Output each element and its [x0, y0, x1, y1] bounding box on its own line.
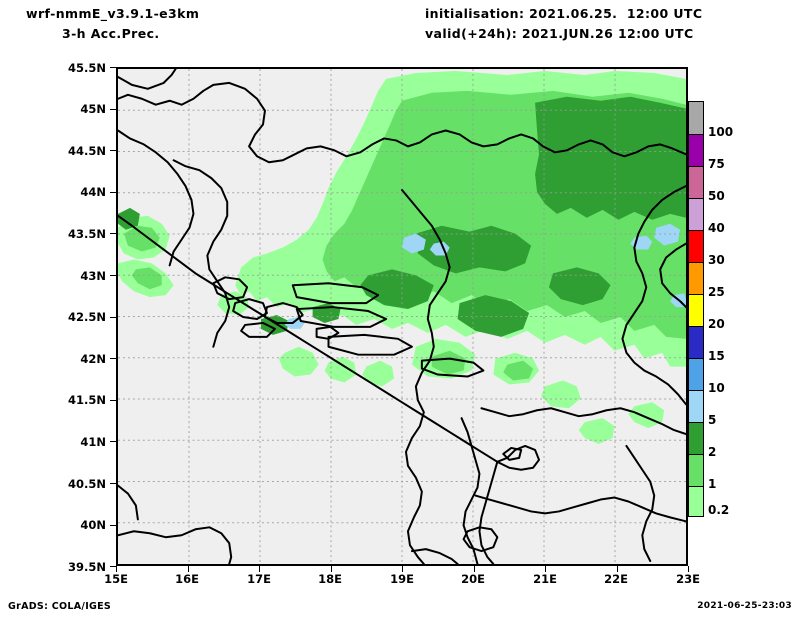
x-tick-label-19E: 19E: [390, 572, 414, 586]
cbar-seg-10-15: [689, 358, 703, 390]
cbar-seg-50-75: [689, 166, 703, 198]
initialisation-time: initialisation: 2021.06.25. 12:00 UTC: [425, 6, 703, 21]
coastline-and-borders: [118, 69, 686, 564]
x-tick-label-20E: 20E: [461, 572, 485, 586]
cbar-label-0.2: 0.2: [708, 503, 730, 517]
cbar-seg-2-5: [689, 422, 703, 454]
model-title: wrf-nmmE_v3.9.1-e3km: [26, 6, 200, 21]
x-tick-label-16E: 16E: [175, 572, 199, 586]
precip-band-2-5: [118, 96, 686, 337]
y-tick-label-44N: 44N: [80, 185, 106, 199]
cbar-label-40: 40: [708, 221, 725, 235]
y-tick-label-44.5N: 44.5N: [68, 144, 106, 158]
cbar-label-5: 5: [708, 413, 717, 427]
x-tick-label-21E: 21E: [533, 572, 557, 586]
y-tick-label-43N: 43N: [80, 269, 106, 283]
cbar-seg-0.2-1: [689, 486, 703, 516]
cbar-label-10: 10: [708, 381, 725, 395]
cbar-label-75: 75: [708, 157, 725, 171]
x-tick-label-23E: 23E: [676, 572, 700, 586]
cbar-label-15: 15: [708, 349, 725, 363]
y-tick-label-40.5N: 40.5N: [68, 477, 106, 491]
y-tick-label-41N: 41N: [80, 435, 106, 449]
y-tick-label-45.5N: 45.5N: [68, 61, 106, 75]
field-title: 3-h Acc.Prec.: [62, 26, 160, 41]
precipitation-colorbar: [688, 101, 704, 517]
cbar-seg-gt100: [689, 102, 703, 134]
y-tick-label-45N: 45N: [80, 102, 106, 116]
y-tick-label-41.5N: 41.5N: [68, 393, 106, 407]
render-timestamp: 2021-06-25-23:03: [697, 601, 792, 611]
precipitation-map: [118, 69, 686, 564]
y-tick-label-39.5N: 39.5N: [68, 560, 106, 574]
cbar-label-2: 2: [708, 445, 717, 459]
y-tick-label-40N: 40N: [80, 518, 106, 532]
valid-time: valid(+24h): 2021.JUN.26 12:00 UTC: [425, 26, 694, 41]
x-tick-label-22E: 22E: [604, 572, 628, 586]
y-tick-label-43.5N: 43.5N: [68, 227, 106, 241]
cbar-seg-5-10: [689, 390, 703, 422]
cbar-label-30: 30: [708, 253, 725, 267]
cbar-label-50: 50: [708, 189, 725, 203]
cbar-seg-40-50: [689, 198, 703, 230]
cbar-seg-30-40: [689, 230, 703, 262]
y-tick-label-42N: 42N: [80, 352, 106, 366]
cbar-label-20: 20: [708, 317, 725, 331]
cbar-seg-1-2: [689, 454, 703, 486]
grid-lines: [118, 69, 686, 564]
cbar-label-1: 1: [708, 477, 717, 491]
cbar-label-25: 25: [708, 285, 725, 299]
cbar-seg-20-25: [689, 294, 703, 326]
x-tick-label-17E: 17E: [247, 572, 271, 586]
map-plot-area: [116, 67, 688, 566]
cbar-seg-25-30: [689, 262, 703, 294]
y-tick-label-42.5N: 42.5N: [68, 310, 106, 324]
x-tick-label-18E: 18E: [318, 572, 342, 586]
grads-credit: GrADS: COLA/IGES: [8, 601, 112, 612]
cbar-label-100: 100: [708, 125, 734, 139]
cbar-seg-15-20: [689, 326, 703, 358]
cbar-seg-75-100: [689, 134, 703, 166]
x-tick-label-15E: 15E: [104, 572, 128, 586]
